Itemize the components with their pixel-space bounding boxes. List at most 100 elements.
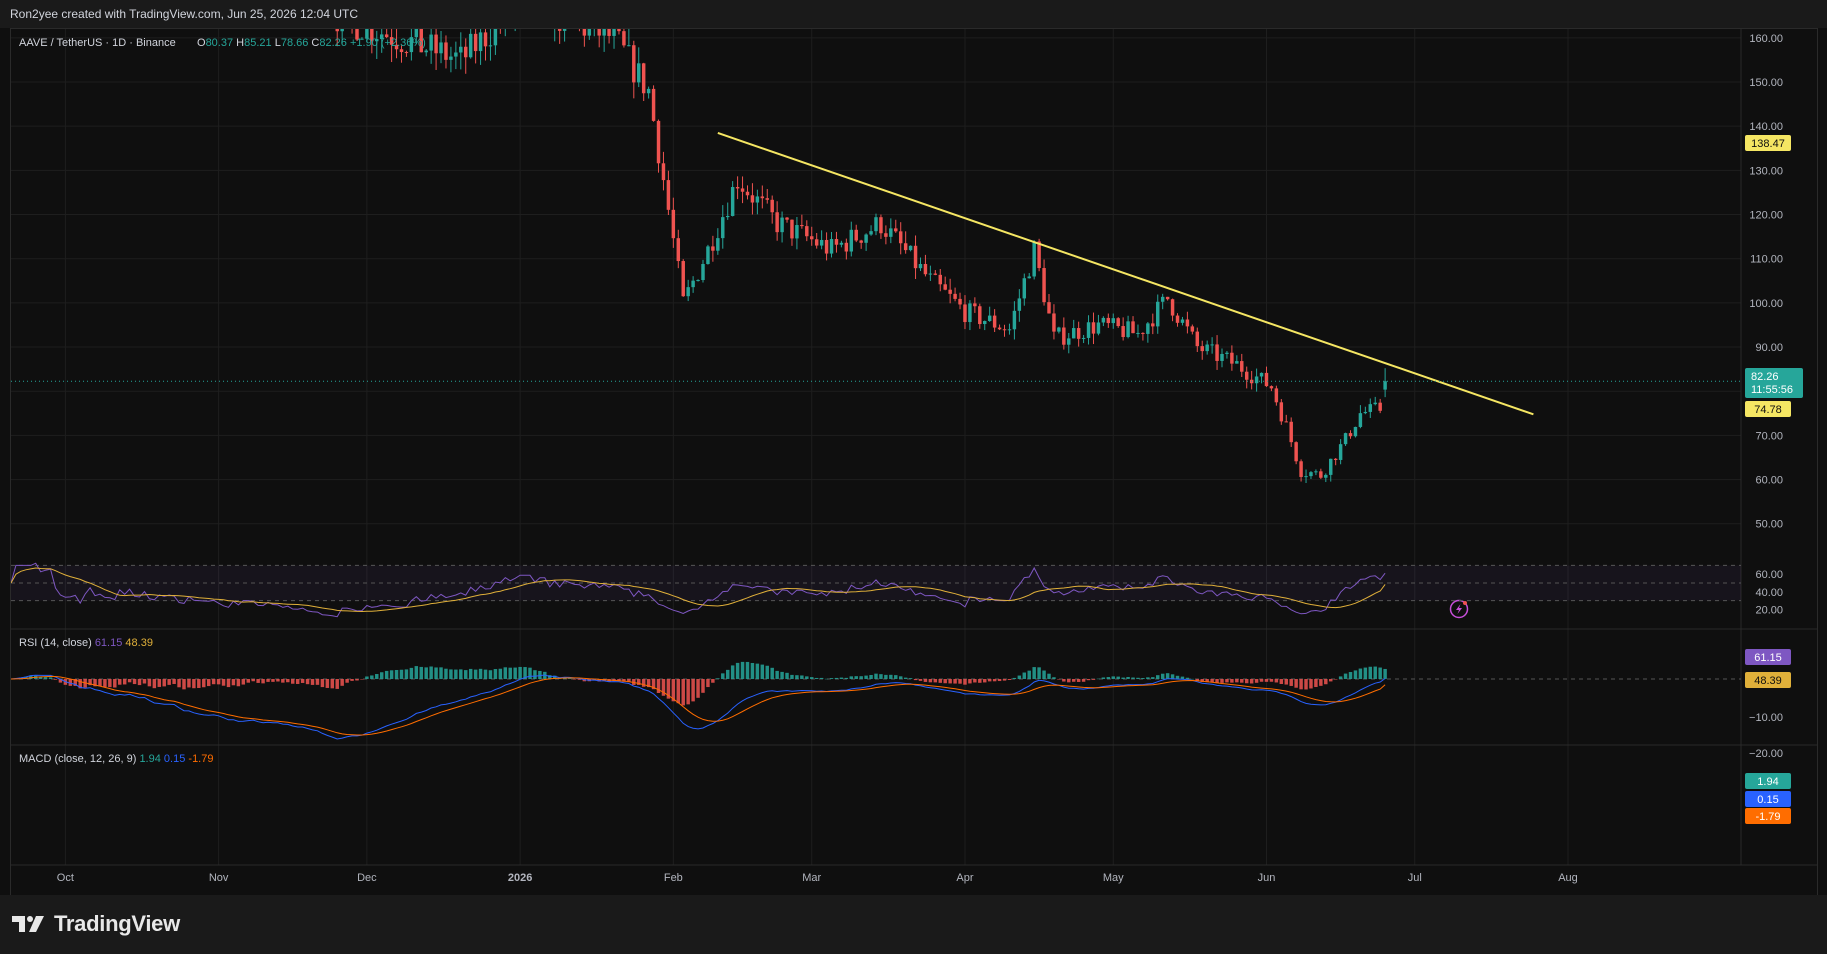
- candle-body[interactable]: [1165, 296, 1170, 300]
- candle-body[interactable]: [473, 33, 478, 52]
- candle-body[interactable]: [1111, 318, 1115, 324]
- signal-line[interactable]: [11, 675, 1386, 736]
- candle-body[interactable]: [1185, 319, 1190, 327]
- candle-body[interactable]: [1170, 299, 1175, 316]
- candle-body[interactable]: [1333, 458, 1338, 460]
- candle-body[interactable]: [973, 303, 977, 307]
- candle-body[interactable]: [750, 195, 755, 203]
- candle-body[interactable]: [735, 187, 740, 189]
- candle-body[interactable]: [414, 29, 419, 38]
- candle-body[interactable]: [691, 280, 695, 288]
- candle-body[interactable]: [1175, 315, 1180, 323]
- candle-body[interactable]: [869, 231, 873, 235]
- candle-body[interactable]: [632, 45, 636, 83]
- candle-body[interactable]: [760, 196, 765, 199]
- candle-body[interactable]: [389, 37, 394, 45]
- candle-body[interactable]: [587, 29, 592, 36]
- candle-body[interactable]: [770, 199, 774, 213]
- candle-body[interactable]: [478, 32, 483, 52]
- candle-body[interactable]: [622, 31, 626, 46]
- candle-body[interactable]: [444, 42, 448, 60]
- candle-body[interactable]: [1264, 372, 1269, 387]
- candle-body[interactable]: [800, 225, 804, 227]
- candle-body[interactable]: [1299, 461, 1303, 477]
- candle-body[interactable]: [335, 29, 339, 32]
- candle-body[interactable]: [488, 45, 493, 47]
- candle-body[interactable]: [1269, 386, 1274, 389]
- candle-body[interactable]: [785, 217, 789, 220]
- candle-body[interactable]: [399, 49, 404, 53]
- trendline[interactable]: [717, 131, 1534, 416]
- candle-body[interactable]: [671, 209, 676, 239]
- candle-body[interactable]: [1319, 471, 1323, 478]
- candle-body[interactable]: [661, 163, 666, 181]
- candle-body[interactable]: [864, 234, 868, 243]
- candle-body[interactable]: [1091, 322, 1096, 334]
- candle-body[interactable]: [805, 226, 809, 237]
- candle-body[interactable]: [1116, 318, 1120, 327]
- candle-body[interactable]: [1358, 413, 1363, 427]
- candle-body[interactable]: [1156, 301, 1160, 327]
- candle-body[interactable]: [1294, 442, 1298, 462]
- candle-body[interactable]: [755, 196, 760, 203]
- candle-body[interactable]: [810, 236, 814, 240]
- candle-body[interactable]: [370, 29, 374, 42]
- candle-body[interactable]: [987, 315, 992, 322]
- candle-body[interactable]: [1383, 381, 1387, 390]
- candle-body[interactable]: [1220, 353, 1224, 361]
- time-axis[interactable]: Oct Nov Dec 2026 Feb Mar Apr May Jun Jul Aug: [57, 872, 1578, 884]
- candle-body[interactable]: [958, 298, 962, 305]
- candle-body[interactable]: [1017, 298, 1022, 311]
- macd-axis[interactable]: 0.00−10.00−20.00: [1749, 674, 1783, 760]
- candle-body[interactable]: [449, 56, 453, 60]
- candle-body[interactable]: [879, 217, 883, 234]
- candle-body[interactable]: [839, 242, 844, 245]
- candle-body[interactable]: [646, 88, 651, 94]
- candle-body[interactable]: [1086, 322, 1091, 338]
- candle-body[interactable]: [429, 34, 433, 51]
- candle-body[interactable]: [1062, 327, 1066, 345]
- candle-body[interactable]: [992, 315, 997, 328]
- candle-body[interactable]: [394, 44, 399, 50]
- candle-body[interactable]: [1106, 317, 1111, 324]
- candle-body[interactable]: [651, 88, 656, 121]
- candle-body[interactable]: [1368, 404, 1373, 412]
- candle-body[interactable]: [928, 273, 933, 275]
- candle-body[interactable]: [1378, 402, 1382, 411]
- candles[interactable]: [11, 29, 1387, 484]
- candle-body[interactable]: [701, 264, 705, 281]
- candle-body[interactable]: [424, 50, 428, 53]
- candle-body[interactable]: [360, 38, 364, 40]
- candle-body[interactable]: [968, 303, 972, 323]
- candle-body[interactable]: [963, 304, 967, 323]
- candle-body[interactable]: [933, 273, 938, 275]
- candle-body[interactable]: [696, 280, 700, 282]
- candle-body[interactable]: [434, 34, 438, 54]
- candle-body[interactable]: [814, 239, 819, 246]
- candle-body[interactable]: [459, 46, 463, 53]
- candle-body[interactable]: [790, 219, 794, 239]
- tradingview-logo[interactable]: TradingView: [12, 911, 180, 937]
- candle-body[interactable]: [706, 246, 710, 265]
- candle-body[interactable]: [1057, 327, 1061, 332]
- candle-body[interactable]: [1101, 317, 1106, 323]
- candle-body[interactable]: [824, 239, 829, 254]
- candle-body[interactable]: [409, 37, 414, 53]
- candle-body[interactable]: [1225, 352, 1229, 354]
- candle-body[interactable]: [730, 187, 735, 216]
- candle-body[interactable]: [562, 29, 567, 31]
- candle-body[interactable]: [829, 239, 834, 254]
- candle-body[interactable]: [1289, 421, 1293, 443]
- candle-body[interactable]: [1042, 268, 1046, 303]
- candle-body[interactable]: [1274, 388, 1279, 403]
- candle-body[interactable]: [1047, 302, 1051, 314]
- candle-body[interactable]: [1210, 344, 1214, 346]
- candle-body[interactable]: [1343, 433, 1348, 445]
- macd-line[interactable]: [11, 674, 1386, 740]
- candle-body[interactable]: [943, 284, 947, 290]
- candle-body[interactable]: [1195, 331, 1200, 347]
- candle-body[interactable]: [1121, 326, 1125, 338]
- candle-body[interactable]: [859, 240, 863, 243]
- candle-body[interactable]: [1180, 319, 1185, 323]
- candle-body[interactable]: [597, 29, 601, 36]
